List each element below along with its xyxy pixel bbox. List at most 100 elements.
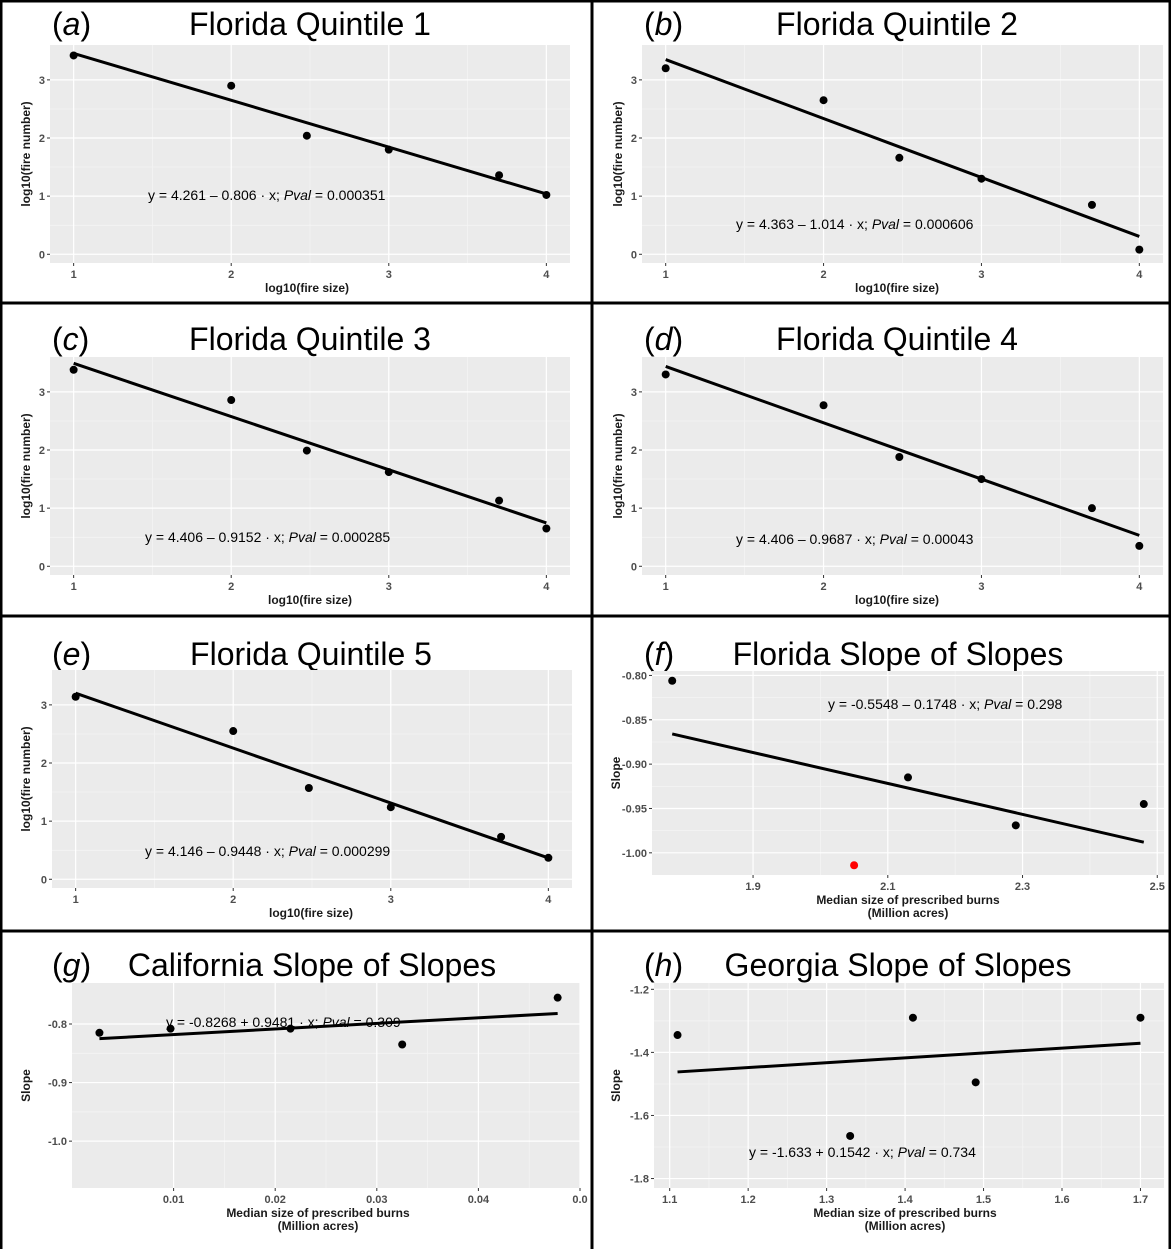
panel-letter: (f) (644, 636, 674, 672)
x-tick-label: 1.1 (662, 1194, 677, 1206)
x-tick-label: 0.02 (264, 1194, 285, 1206)
y-tick-label: 3 (631, 75, 637, 87)
panel-letter: (a) (52, 6, 91, 42)
y-tick-label: 0 (631, 249, 637, 261)
data-point (1011, 821, 1020, 830)
x-axis-subtitle: (Million acres) (868, 906, 949, 920)
x-tick-label: 1 (71, 581, 77, 593)
x-tick-label: 2.1 (880, 881, 895, 893)
data-point (71, 692, 80, 701)
data-point (673, 1031, 682, 1040)
y-axis-title: log10(fire number) (19, 413, 33, 518)
panel-title: Georgia Slope of Slopes (725, 947, 1072, 983)
x-tick-label: 4 (543, 581, 550, 593)
x-tick-label: 3 (388, 894, 394, 906)
data-point (286, 1024, 295, 1033)
x-tick-label: 1 (71, 269, 77, 281)
regression-line (677, 1041, 1141, 1074)
y-tick-label: 3 (631, 387, 637, 399)
equation-label: y = 4.406 – 0.9687 · x; Pval = 0.00043 (736, 531, 974, 547)
panel-letter: (g) (52, 947, 91, 983)
y-axis-title: Slope (19, 1069, 33, 1102)
y-tick-label: 0 (41, 874, 47, 886)
x-axis-title: Median size of prescribed burns (226, 1206, 410, 1220)
x-tick-label: 4 (545, 894, 552, 906)
x-tick-label: 3 (978, 581, 984, 593)
panel-title: Florida Quintile 1 (189, 6, 431, 42)
panel-a: (a) Florida Quintile 1 1 2 3 4 0 1 2 3 log10(fire … (19, 6, 570, 295)
data-point (227, 81, 236, 90)
x-tick-label: 1.7 (1133, 1194, 1148, 1206)
y-tick-label: 2 (39, 445, 45, 457)
x-tick-label: 2 (230, 894, 236, 906)
equation-label: y = 4.406 – 0.9152 · x; Pval = 0.000285 (145, 529, 390, 545)
equation-label: y = -1.633 + 0.1542 · x; Pval = 0.734 (749, 1144, 976, 1160)
equation-label: y = -0.8268 + 0.9481 · x; Pval = 0.309 (166, 1014, 401, 1030)
data-point (553, 993, 562, 1002)
data-point (497, 832, 506, 841)
panel-e: (e) Florida Quintile 5 1 2 3 4 0 1 2 3 log10(fire … (19, 636, 572, 920)
data-point (542, 190, 551, 199)
y-tick-label: 0 (39, 249, 45, 261)
panel-b: (b) Florida Quintile 2 1 2 3 4 0 1 2 3 log10(fire … (611, 6, 1163, 295)
panel-c: (c) Florida Quintile 3 1 2 3 4 0 1 2 3 log10(fire … (19, 321, 570, 607)
x-axis-title: log10(fire size) (269, 906, 353, 920)
x-tick-label: 0.04 (468, 1194, 490, 1206)
panel-title: Florida Quintile 4 (776, 321, 1018, 357)
y-tick-label: -0.95 (622, 803, 647, 815)
y-axis-title: log10(fire number) (19, 726, 33, 831)
x-axis-title: log10(fire size) (265, 281, 349, 295)
data-point (398, 1040, 407, 1049)
data-point (302, 446, 311, 455)
regression-line (99, 1011, 558, 1041)
y-tick-label: 2 (41, 758, 47, 770)
x-tick-label: 1.3 (819, 1194, 834, 1206)
y-tick-label: -1.6 (630, 1110, 649, 1122)
data-point (544, 853, 553, 862)
data-point (977, 174, 986, 183)
data-point (229, 727, 238, 736)
data-point (819, 401, 828, 410)
y-tick-label: -1.2 (630, 984, 649, 996)
panel-letter: (b) (644, 6, 683, 42)
data-point (895, 153, 904, 162)
panel-title: Florida Quintile 5 (190, 636, 432, 672)
y-tick-label: 2 (631, 133, 637, 145)
data-point (304, 784, 313, 793)
y-tick-label: -0.90 (622, 759, 647, 771)
x-axis-title: log10(fire size) (855, 593, 939, 607)
y-tick-label: -1.8 (630, 1174, 649, 1186)
panel-letter: (h) (644, 947, 683, 983)
y-tick-label: -0.80 (622, 670, 647, 682)
data-point (495, 496, 504, 505)
y-tick-label: -1.0 (48, 1136, 67, 1148)
x-tick-label: 4 (1136, 581, 1143, 593)
y-axis-title: Slope (609, 756, 623, 789)
data-point (495, 171, 504, 180)
equation-label: y = 4.363 – 1.014 · x; Pval = 0.000606 (736, 216, 974, 232)
x-tick-label: 0.03 (366, 1194, 387, 1206)
y-tick-label: 0 (631, 561, 637, 573)
y-tick-label: 3 (39, 387, 45, 399)
x-axis-subtitle: (Million acres) (865, 1219, 946, 1233)
data-point (302, 131, 311, 140)
x-tick-label: 1 (663, 581, 669, 593)
data-point (661, 64, 670, 73)
regression-line (75, 691, 549, 860)
x-axis-title: Median size of prescribed burns (813, 1206, 997, 1220)
highlight-point (850, 861, 859, 870)
x-tick-label: 1 (73, 894, 79, 906)
y-tick-label: 2 (39, 133, 45, 145)
data-point (384, 145, 393, 154)
panel-title: Florida Quintile 3 (189, 321, 431, 357)
data-point (819, 96, 828, 105)
y-tick-label: 0 (39, 561, 45, 573)
equation-label: y = 4.146 – 0.9448 · x; Pval = 0.000299 (145, 843, 390, 859)
regression-line (671, 732, 1145, 844)
x-tick-label: 0.0 (572, 1194, 587, 1206)
panel-letter: (c) (52, 321, 89, 357)
x-axis-title: log10(fire size) (268, 593, 352, 607)
y-axis-title: Slope (609, 1069, 623, 1102)
data-point (542, 524, 551, 533)
